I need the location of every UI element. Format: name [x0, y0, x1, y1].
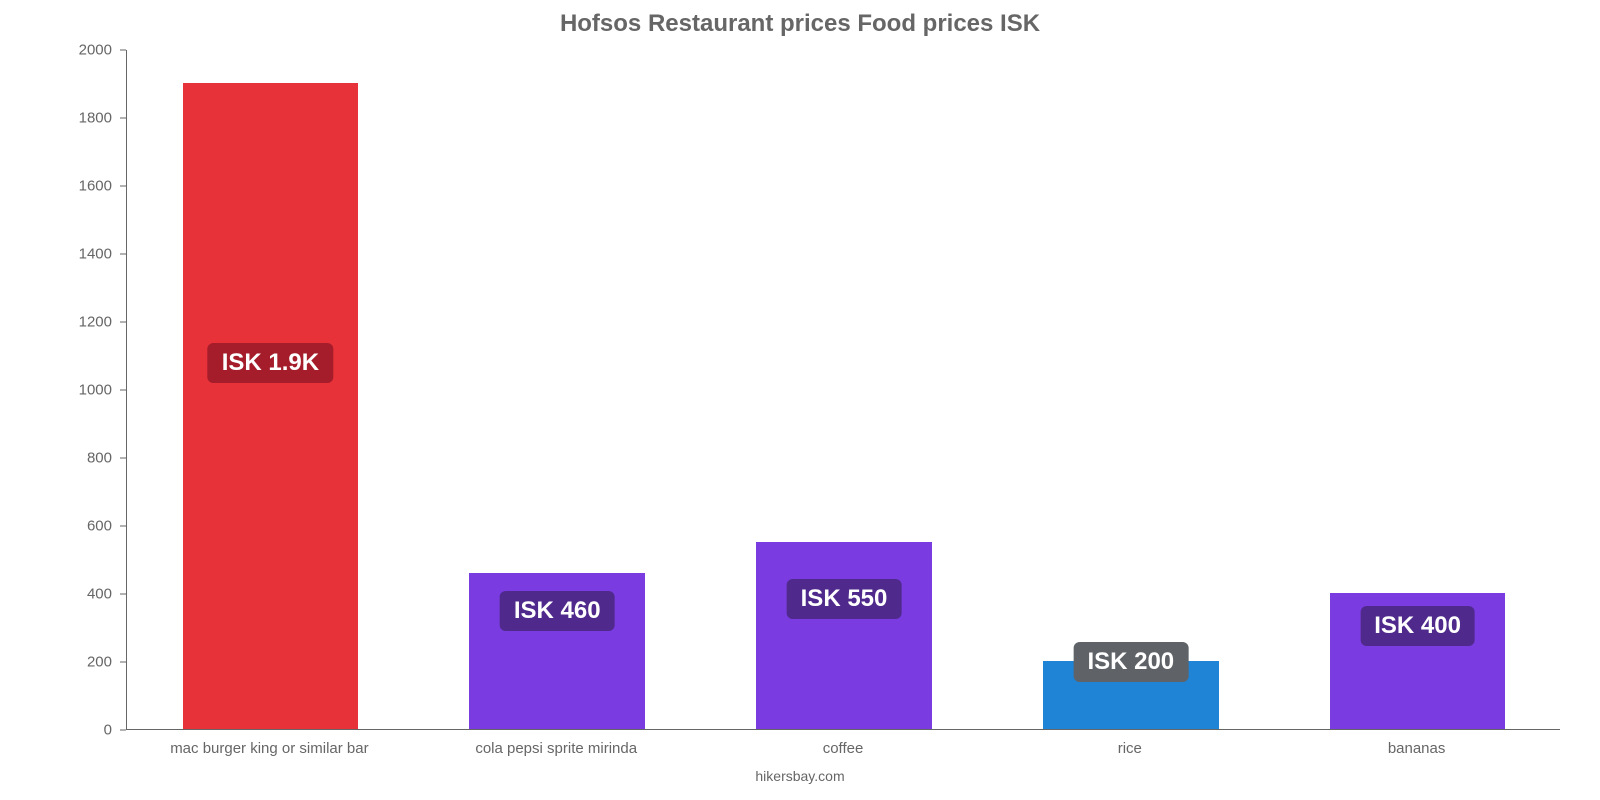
- y-tick-label: 1800: [79, 110, 112, 127]
- y-axis: 0200400600800100012001400160018002000: [70, 50, 120, 730]
- bar-value-label: ISK 1.9K: [208, 343, 333, 383]
- source-attribution: hikersbay.com: [0, 768, 1600, 784]
- x-category-label: cola pepsi sprite mirinda: [475, 740, 637, 757]
- plot-area: ISK 1.9K ISK 460 ISK 550 ISK 200 ISK 400: [126, 50, 1560, 730]
- y-tick-label: 2000: [79, 42, 112, 59]
- x-category-label: bananas: [1388, 740, 1446, 757]
- bar-value-label: ISK 460: [500, 591, 615, 631]
- bar-coffee: [756, 542, 932, 729]
- y-tick-label: 0: [104, 722, 112, 739]
- y-tick-label: 1000: [79, 382, 112, 399]
- chart-area: 0200400600800100012001400160018002000 IS…: [70, 50, 1560, 730]
- y-tick-label: 1200: [79, 314, 112, 331]
- y-tick-label: 400: [87, 586, 112, 603]
- bar-value-label: ISK 400: [1360, 606, 1475, 646]
- y-tick-label: 800: [87, 450, 112, 467]
- y-tick-label: 200: [87, 654, 112, 671]
- chart-title: Hofsos Restaurant prices Food prices ISK: [0, 0, 1600, 38]
- x-category-label: coffee: [823, 740, 864, 757]
- x-category-label: rice: [1118, 740, 1142, 757]
- y-tick-label: 1400: [79, 246, 112, 263]
- bar-value-label: ISK 550: [787, 579, 902, 619]
- x-axis-labels: mac burger king or similar bar cola pepsi…: [126, 730, 1560, 770]
- bar-mac-burger-king-or-similar-bar: [183, 83, 359, 729]
- y-tick-label: 600: [87, 518, 112, 535]
- bar-value-label: ISK 200: [1073, 642, 1188, 682]
- y-tick-label: 1600: [79, 178, 112, 195]
- x-category-label: mac burger king or similar bar: [170, 740, 368, 757]
